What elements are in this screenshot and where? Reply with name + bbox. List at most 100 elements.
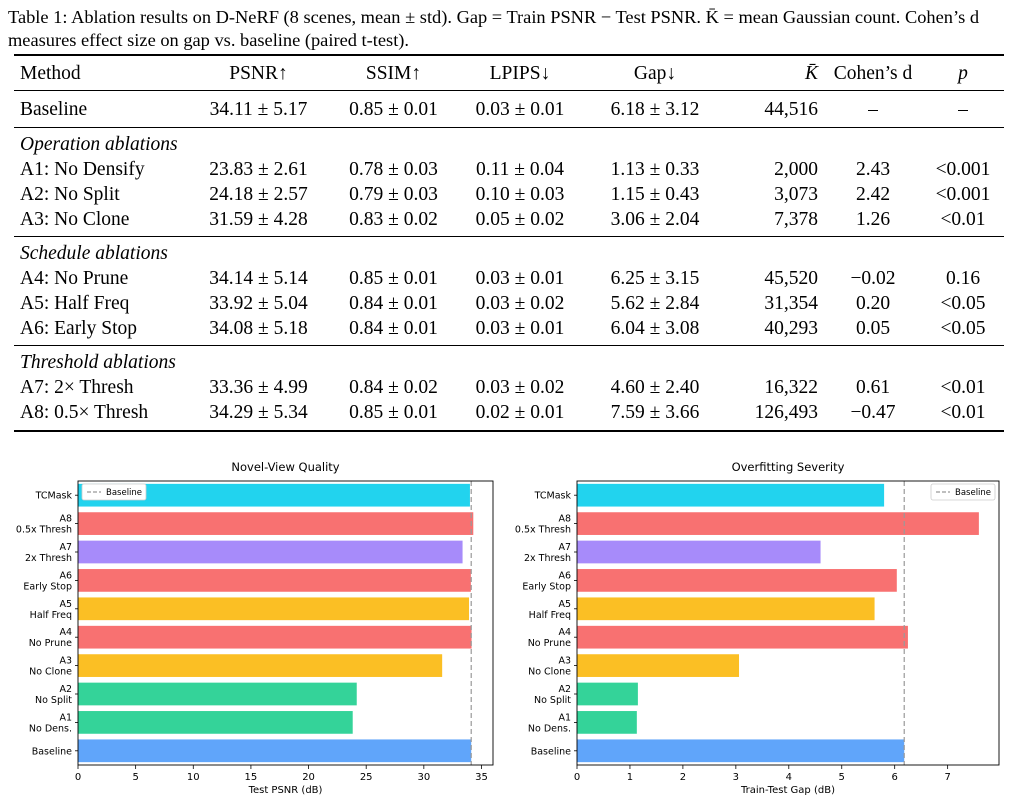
cell: 0.85 ± 0.01 bbox=[331, 90, 456, 128]
category-label: No Dens. bbox=[29, 723, 72, 734]
table-header-row: Method PSNR↑ SSIM↑ LPIPS↓ Gap↓ K̄ Cohen’… bbox=[14, 54, 1004, 91]
cell: 0.79 ± 0.03 bbox=[349, 184, 438, 205]
ablation-table: Method PSNR↑ SSIM↑ LPIPS↓ Gap↓ K̄ Cohen’… bbox=[14, 54, 1004, 432]
cell: A1: No Densify bbox=[20, 159, 145, 180]
cell: 7.59 ± 3.66 bbox=[584, 400, 726, 432]
category-label: A1 bbox=[59, 712, 72, 723]
table-row: A5: Half Freq 33.92 ± 5.04 0.84 ± 0.01 0… bbox=[14, 291, 1004, 316]
table-caption: Table 1: Ablation results on D-NeRF (8 s… bbox=[8, 7, 980, 50]
cell: 0.05 ± 0.02 bbox=[456, 207, 584, 237]
cell: 34.14 ± 5.14 bbox=[209, 268, 308, 289]
bar bbox=[577, 512, 979, 535]
category-label: A2 bbox=[558, 684, 571, 695]
cell: 34.29 ± 5.34 bbox=[186, 400, 331, 432]
category-label: No Dens. bbox=[528, 723, 571, 734]
bar bbox=[577, 597, 875, 621]
group-row-threshold: Threshold ablations bbox=[14, 346, 1004, 376]
category-label: 2x Thresh bbox=[25, 553, 72, 564]
cell: 44,516 bbox=[726, 90, 824, 128]
cell: 45,520 bbox=[764, 268, 818, 289]
cell: 7,378 bbox=[726, 207, 824, 237]
cell: A4: No Prune bbox=[20, 268, 129, 289]
x-tick-label: 2 bbox=[680, 772, 686, 783]
x-tick-label: 4 bbox=[786, 772, 792, 783]
table-row: A3: No Clone 31.59 ± 4.28 0.83 ± 0.02 0.… bbox=[14, 207, 1004, 237]
cell: A5: Half Freq bbox=[20, 293, 130, 314]
cell: −0.47 bbox=[824, 400, 922, 432]
category-label: A3 bbox=[59, 656, 72, 667]
cell: <0.001 bbox=[935, 184, 991, 205]
col-header-cohens-d: Cohen’s d bbox=[824, 54, 922, 91]
category-label: TCMask bbox=[534, 491, 572, 502]
bar bbox=[577, 682, 638, 706]
cell: 1.15 ± 0.43 bbox=[610, 184, 700, 205]
cell: 0.83 ± 0.02 bbox=[331, 207, 456, 237]
category-label: TCMask bbox=[35, 491, 73, 502]
table-row: A7: 2× Thresh 33.36 ± 4.99 0.84 ± 0.02 0… bbox=[14, 375, 1004, 400]
cell: 33.36 ± 4.99 bbox=[209, 377, 308, 398]
bar bbox=[577, 711, 637, 734]
cell: 23.83 ± 2.61 bbox=[209, 159, 308, 180]
table-row-baseline: Baseline 34.11 ± 5.17 0.85 ± 0.01 0.03 ±… bbox=[14, 90, 1004, 128]
cell: A8: 0.5× Thresh bbox=[14, 400, 186, 432]
col-header-k: K̄ bbox=[726, 54, 824, 91]
cell: 0.16 bbox=[945, 268, 981, 289]
overfitting-severity-chart: Overfitting Severity Baseline A1 No Dens. A2… bbox=[505, 455, 1010, 807]
table-row: A6: Early Stop 34.08 ± 5.18 0.84 ± 0.01 … bbox=[14, 316, 1004, 346]
x-tick-label: 10 bbox=[187, 772, 200, 783]
table-row: A2: No Split 24.18 ± 2.57 0.79 ± 0.03 0.… bbox=[14, 182, 1004, 207]
category-label: No Split bbox=[534, 695, 571, 706]
group-row-operation: Operation ablations bbox=[14, 128, 1004, 158]
novel-view-quality-chart: Novel-View Quality Baseline A1 No Dens. A2 No… bbox=[0, 455, 505, 807]
col-header-ssim: SSIM↑ bbox=[331, 54, 456, 91]
cell: 0.20 bbox=[855, 293, 891, 314]
table-row: A4: No Prune 34.14 ± 5.14 0.85 ± 0.01 0.… bbox=[14, 266, 1004, 291]
x-tick-label: 0 bbox=[75, 772, 81, 783]
cell: 34.11 ± 5.17 bbox=[186, 90, 331, 128]
cell: 0.78 ± 0.03 bbox=[349, 159, 438, 180]
chart-title: Overfitting Severity bbox=[732, 460, 845, 474]
group-title: Schedule ablations bbox=[20, 243, 168, 264]
cell: 16,322 bbox=[764, 377, 818, 398]
x-tick-label: 1 bbox=[627, 772, 633, 783]
col-header-gap: Gap↓ bbox=[584, 54, 726, 91]
bar bbox=[577, 654, 740, 677]
group-title: Operation ablations bbox=[20, 134, 178, 155]
category-label: A7 bbox=[558, 542, 571, 553]
category-label: A5 bbox=[558, 599, 571, 610]
x-axis-label: Train-Test Gap (dB) bbox=[740, 785, 835, 796]
cell: 0.03 ± 0.01 bbox=[456, 90, 584, 128]
category-label: A7 bbox=[59, 542, 72, 553]
category-label: A8 bbox=[59, 514, 72, 525]
bar bbox=[78, 711, 353, 734]
category-label: Half Freq bbox=[30, 610, 72, 621]
cell: 5.62 ± 2.84 bbox=[610, 293, 700, 314]
cell: 0.03 ± 0.01 bbox=[475, 268, 565, 289]
x-tick-label: 15 bbox=[245, 772, 258, 783]
cell: 126,493 bbox=[726, 400, 824, 432]
x-tick-label: 6 bbox=[892, 772, 898, 783]
cell: 2.43 bbox=[855, 159, 891, 180]
category-label: A1 bbox=[558, 712, 571, 723]
cell: 0.61 bbox=[855, 377, 891, 398]
category-label: 2x Thresh bbox=[524, 553, 571, 564]
category-label: 0.5x Thresh bbox=[16, 525, 72, 536]
category-label: A8 bbox=[558, 514, 571, 525]
table-row: A8: 0.5× Thresh 34.29 ± 5.34 0.85 ± 0.01… bbox=[14, 400, 1004, 432]
category-label: No Prune bbox=[528, 638, 571, 649]
category-label: A4 bbox=[558, 627, 571, 638]
category-label: Half Freq bbox=[529, 610, 571, 621]
x-axis-label: Test PSNR (dB) bbox=[248, 785, 323, 796]
cell: 31,354 bbox=[764, 293, 818, 314]
x-tick-label: 25 bbox=[360, 772, 373, 783]
bar bbox=[577, 739, 905, 763]
legend-label: Baseline bbox=[955, 488, 991, 498]
cell: 0.03 ± 0.01 bbox=[456, 316, 584, 346]
x-tick-label: 7 bbox=[944, 772, 950, 783]
x-tick-label: 5 bbox=[132, 772, 138, 783]
cell: 1.26 bbox=[824, 207, 922, 237]
cell: 4.60 ± 2.40 bbox=[610, 377, 700, 398]
cell: – bbox=[922, 90, 1004, 128]
cell: <0.01 bbox=[940, 377, 986, 398]
